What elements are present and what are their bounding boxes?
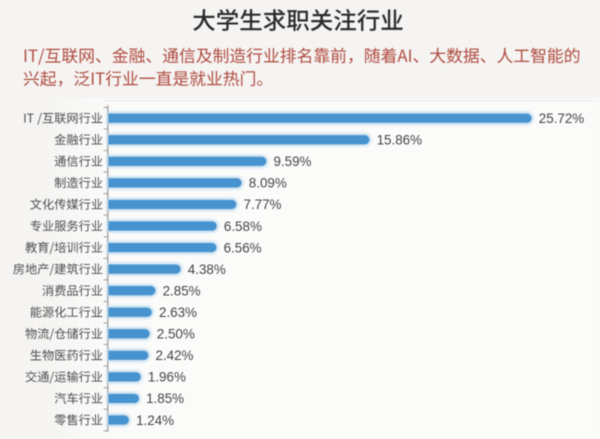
svg-text:15.86%: 15.86% xyxy=(377,133,423,148)
svg-text:2.63%: 2.63% xyxy=(159,305,197,320)
svg-text:2.42%: 2.42% xyxy=(156,348,194,363)
svg-text:1.85%: 1.85% xyxy=(146,391,184,406)
svg-text:1.96%: 1.96% xyxy=(148,370,186,385)
svg-text:4.38%: 4.38% xyxy=(188,262,226,277)
svg-text:6.58%: 6.58% xyxy=(224,219,262,234)
svg-text:25.72%: 25.72% xyxy=(539,111,585,126)
svg-text:8.09%: 8.09% xyxy=(249,176,287,191)
svg-text:7.77%: 7.77% xyxy=(244,197,282,212)
svg-text:6.56%: 6.56% xyxy=(224,240,262,255)
svg-text:2.85%: 2.85% xyxy=(163,284,201,299)
svg-text:9.59%: 9.59% xyxy=(274,154,312,169)
svg-text:1.24%: 1.24% xyxy=(136,413,174,428)
svg-text:2.50%: 2.50% xyxy=(157,327,195,342)
